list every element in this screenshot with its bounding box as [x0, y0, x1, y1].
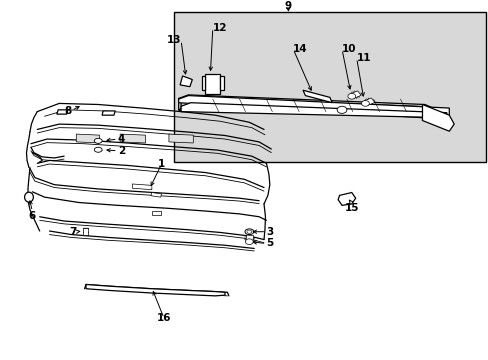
Polygon shape	[151, 193, 161, 197]
Polygon shape	[337, 193, 355, 205]
Text: 9: 9	[284, 1, 291, 12]
Text: 15: 15	[344, 203, 358, 213]
Polygon shape	[201, 76, 205, 90]
Polygon shape	[349, 91, 361, 99]
Text: 2: 2	[118, 146, 125, 156]
Text: 3: 3	[266, 227, 273, 237]
Polygon shape	[178, 96, 448, 119]
Polygon shape	[132, 184, 152, 190]
Ellipse shape	[246, 230, 251, 233]
Polygon shape	[76, 134, 100, 143]
Ellipse shape	[94, 147, 102, 152]
Text: 10: 10	[341, 44, 356, 54]
Text: 11: 11	[356, 53, 370, 63]
Text: 4: 4	[118, 134, 125, 144]
Text: 8: 8	[64, 105, 71, 116]
Circle shape	[336, 106, 346, 113]
Polygon shape	[363, 98, 374, 105]
Polygon shape	[181, 103, 446, 118]
Ellipse shape	[244, 229, 253, 235]
Polygon shape	[422, 104, 453, 131]
Polygon shape	[180, 76, 192, 87]
Text: 7: 7	[69, 227, 76, 237]
Polygon shape	[168, 134, 193, 143]
Text: 16: 16	[157, 313, 171, 323]
Polygon shape	[82, 228, 88, 235]
Text: 1: 1	[158, 159, 165, 169]
Polygon shape	[303, 90, 331, 103]
Ellipse shape	[94, 138, 102, 143]
Ellipse shape	[24, 192, 33, 202]
Polygon shape	[220, 76, 224, 90]
Bar	[173, 12, 485, 162]
Circle shape	[245, 239, 253, 244]
Text: 5: 5	[266, 238, 273, 248]
Polygon shape	[102, 111, 115, 115]
Polygon shape	[86, 284, 224, 296]
Polygon shape	[205, 74, 220, 94]
Circle shape	[361, 100, 368, 106]
Circle shape	[347, 94, 355, 99]
Text: 14: 14	[293, 44, 307, 54]
Polygon shape	[245, 235, 253, 242]
Bar	[152, 211, 160, 215]
Polygon shape	[120, 134, 145, 143]
Text: 13: 13	[166, 35, 181, 45]
Text: 12: 12	[212, 23, 227, 33]
Polygon shape	[57, 110, 68, 114]
Text: 6: 6	[29, 211, 36, 221]
